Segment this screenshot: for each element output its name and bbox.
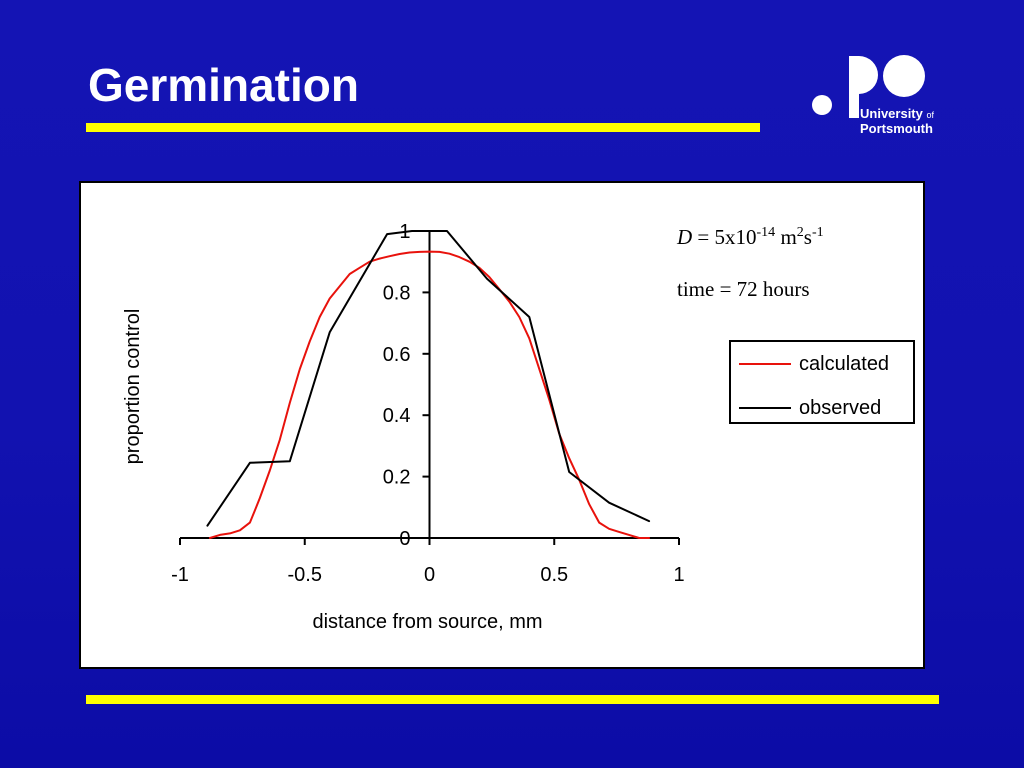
diffusion-unit-s: s bbox=[803, 225, 812, 249]
x-tick-label: 0 bbox=[424, 564, 435, 586]
series-line-observed bbox=[206, 230, 651, 527]
x-tick-label: 0.5 bbox=[540, 564, 568, 586]
title-underline-bar bbox=[86, 123, 760, 132]
legend-item-calculated: calculated bbox=[739, 352, 909, 376]
y-tick-label: 0.8 bbox=[383, 282, 411, 304]
diffusion-value: = 5x10 bbox=[692, 225, 757, 249]
diffusion-symbol: D bbox=[677, 225, 693, 249]
diffusion-unit-m: m bbox=[775, 225, 797, 249]
diffusion-coefficient-label: D = 5x10-14 m2s-1 bbox=[677, 225, 824, 250]
time-label: time = 72 hours bbox=[677, 277, 810, 301]
legend-item-observed: observed bbox=[739, 396, 909, 420]
logo-line2: Portsmouth bbox=[860, 121, 933, 136]
y-tick-label: 0.2 bbox=[383, 467, 411, 489]
legend-swatch-observed bbox=[739, 407, 791, 409]
footer-bar bbox=[86, 695, 939, 704]
x-tick-label: 1 bbox=[673, 564, 684, 586]
y-axis-title: proportion control bbox=[122, 309, 144, 465]
logo-university-text: University bbox=[860, 106, 923, 121]
diffusion-unit-m-exponent: 2 bbox=[796, 225, 804, 240]
chart-panel: -1 -0.5 0 0.5 1 0 0.2 0.4 0.6 0.8 1 distance from s… bbox=[79, 181, 925, 669]
y-tick-label: 0.4 bbox=[383, 405, 411, 427]
logo-mark-icon bbox=[812, 55, 925, 118]
y-tick-label: 0.6 bbox=[383, 344, 411, 366]
legend-label-calculated: calculated bbox=[799, 353, 890, 375]
series-line-calculated bbox=[208, 250, 651, 539]
logo-of-text: of bbox=[926, 110, 935, 120]
chart-legend: calculated observed bbox=[729, 340, 915, 424]
diffusion-exponent: -14 bbox=[756, 225, 776, 240]
x-tick-label: -0.5 bbox=[288, 564, 322, 586]
diffusion-unit-s-exponent: -1 bbox=[811, 225, 824, 240]
legend-swatch-calculated bbox=[739, 363, 791, 365]
university-logo: University of Portsmouth bbox=[808, 50, 958, 140]
x-tick-label: -1 bbox=[171, 564, 189, 586]
legend-label-observed: observed bbox=[799, 397, 882, 419]
x-axis-title: distance from source, mm bbox=[312, 611, 542, 633]
y-tick-label: 0 bbox=[399, 528, 410, 550]
slide-title: Germination bbox=[88, 59, 359, 111]
logo-line1: University of bbox=[860, 107, 934, 120]
